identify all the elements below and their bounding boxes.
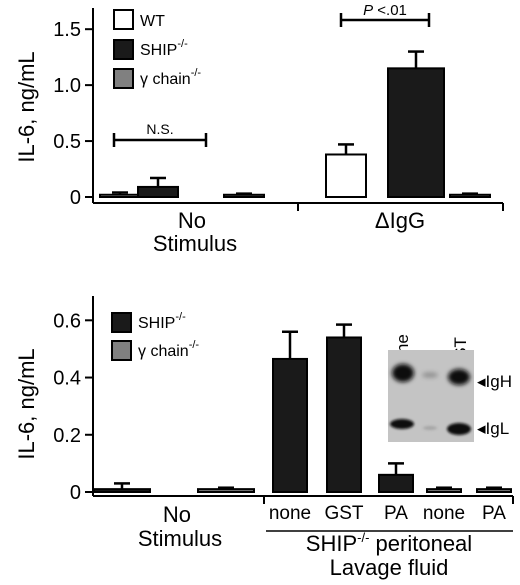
- bottom-group-label-no-stimulus: No Stimulus: [138, 502, 222, 551]
- legend-swatch-wt: [113, 9, 134, 30]
- bottom-legend-label-gamma: γ chain-/-: [138, 339, 199, 360]
- y-tick-label: 0.6: [53, 310, 81, 332]
- bar-no-stimulus-s1: [137, 185, 179, 198]
- top-y-ticks: 0 0.5 1.0 1.5: [53, 19, 93, 209]
- y-tick-label: 0.4: [53, 368, 81, 390]
- bar-bottom-5: [426, 488, 462, 493]
- y-tick-label: 0.2: [53, 425, 81, 447]
- bottom-y-axis-label: IL-6, ng/mL: [14, 348, 39, 459]
- bottom-legend-swatch-ship: [111, 312, 132, 333]
- legend-label-gamma: γ chain-/-: [140, 67, 201, 88]
- top-chart: IL-6, ng/mL 0 0.5 1.0 1.5 N.S. P <.01 WT: [14, 2, 504, 256]
- ns-label: N.S.: [146, 121, 173, 137]
- blot-band-igh-pa: [422, 372, 438, 378]
- inset-blot: none PA GST ◂IgH ◂IgL: [388, 334, 512, 442]
- top-annotation-p: P <.01: [339, 2, 431, 27]
- top-category-label-aigg: ΔIgG: [375, 208, 425, 233]
- bar-no-stimulus-s0: [99, 193, 141, 198]
- bar-bottom-4: [378, 473, 414, 494]
- top-annotation-ns: N.S.: [112, 121, 208, 147]
- bottom-legend: SHIP-/- γ chain-/-: [111, 311, 199, 361]
- bottom-group-label-lavage-line2: Lavage fluid: [330, 555, 449, 580]
- bottom-x-label: none: [423, 503, 465, 524]
- bottom-group-label-lavage: SHIP-/- peritoneal: [306, 530, 472, 556]
- blot-band-igh-none: [392, 364, 414, 382]
- blot-band-igh-gst: [448, 369, 470, 385]
- top-y-axis-label: IL-6, ng/mL: [14, 51, 39, 162]
- bottom-bars: [93, 323, 512, 494]
- bar-bottom-3: [326, 336, 362, 493]
- blot-band-igl-pa: [423, 426, 437, 430]
- y-tick-label: 0.5: [53, 131, 81, 153]
- bottom-x-labels: none GST PA none PA: [269, 503, 506, 524]
- blot-band-igl-none: [390, 419, 414, 429]
- bar-bottom-1: [197, 488, 255, 493]
- bottom-chart: IL-6, ng/mL 0 0.2 0.4 0.6 SHIP-/- γ chain-/…: [14, 296, 514, 580]
- bar-aigg-s2: [449, 193, 491, 198]
- bar-bottom-0: [93, 488, 151, 493]
- bottom-legend-label-ship: SHIP-/-: [138, 311, 186, 332]
- y-tick-label: 0: [70, 187, 81, 209]
- legend-label-wt: WT: [140, 13, 165, 30]
- y-tick-label: 1.5: [53, 19, 81, 41]
- top-legend: WT SHIP-/- γ chain-/-: [113, 9, 201, 89]
- p-value-label: P <.01: [363, 2, 407, 19]
- blot-band-label-igh: ◂IgH: [477, 372, 512, 391]
- bar-bottom-2: [272, 357, 308, 494]
- y-tick-label: 1.0: [53, 75, 81, 97]
- blot-band-igl-gst: [447, 423, 471, 435]
- bottom-x-label: none: [269, 503, 311, 524]
- bottom-y-ticks: 0 0.2 0.4 0.6: [53, 310, 93, 504]
- top-category-label-no-stimulus: No Stimulus: [153, 208, 237, 256]
- bottom-legend-swatch-gamma: [111, 340, 132, 361]
- bar-bottom-6: [476, 488, 512, 493]
- bar-no-stimulus-s2: [223, 193, 265, 198]
- top-bars: [99, 50, 491, 199]
- legend-swatch-gamma: [113, 68, 134, 89]
- y-tick-label: 0: [70, 482, 81, 504]
- legend-swatch-ship: [113, 39, 134, 60]
- bar-aigg-s0: [325, 153, 367, 199]
- bottom-x-label: PA: [482, 503, 506, 524]
- blot-band-label-igl: ◂IgL: [477, 419, 509, 438]
- bottom-x-label: PA: [384, 503, 408, 524]
- bottom-x-label: GST: [324, 503, 363, 524]
- legend-label-ship: SHIP-/-: [140, 38, 188, 59]
- bar-aigg-s1: [387, 67, 445, 198]
